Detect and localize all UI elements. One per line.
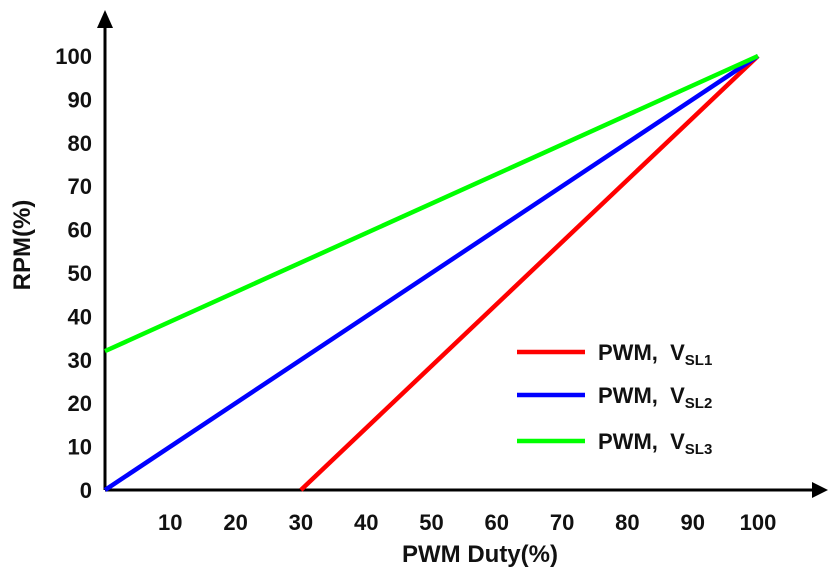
x-tick-label: 100 [740, 510, 777, 535]
x-tick-label: 60 [485, 510, 509, 535]
y-tick-label: 90 [68, 87, 92, 112]
y-axis-arrow [97, 10, 113, 28]
legend-label-sl1: PWM, VSL1 [598, 340, 712, 369]
legend-label-sl2: PWM, VSL2 [598, 383, 712, 412]
x-tick-label: 50 [419, 510, 443, 535]
x-tick-label: 40 [354, 510, 378, 535]
x-tick-label: 10 [158, 510, 182, 535]
x-tick-label: 20 [223, 510, 247, 535]
y-tick-label: 70 [68, 174, 92, 199]
legend: PWM, VSL1 PWM, VSL2 PWM, VSL3 [517, 340, 712, 458]
x-tick-label: 30 [289, 510, 313, 535]
y-tick-label: 30 [68, 348, 92, 373]
y-axis-title: RPM(%) [9, 200, 36, 291]
y-tick-label: 20 [68, 391, 92, 416]
series-line-sl2 [103, 54, 760, 492]
y-tick-label: 100 [55, 44, 92, 69]
x-tick-label: 80 [615, 510, 639, 535]
legend-label-sl3: PWM, VSL3 [598, 429, 712, 458]
x-axis-title: PWM Duty(%) [402, 541, 558, 568]
y-tick-label: 50 [68, 261, 92, 286]
y-tick-label: 80 [68, 131, 92, 156]
series-layer [103, 53, 760, 492]
series-line-sl3 [104, 53, 759, 354]
x-tick-label: 90 [680, 510, 704, 535]
y-tick-labels: 0 10 20 30 40 50 60 70 80 90 100 [55, 44, 92, 503]
y-tick-label: 40 [68, 304, 92, 329]
y-tick-label: 10 [68, 435, 92, 460]
y-tick-label: 60 [68, 218, 92, 243]
x-tick-label: 70 [550, 510, 574, 535]
x-tick-labels: 10 20 30 40 50 60 70 80 90 100 [158, 510, 776, 535]
y-tick-label: 0 [80, 478, 92, 503]
x-axis-arrow [812, 482, 828, 498]
series-line-sl1 [299, 54, 760, 492]
